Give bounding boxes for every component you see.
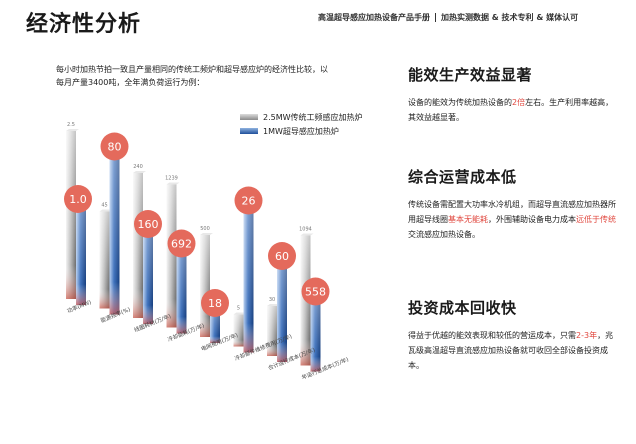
bar-superconducting-shade [109, 152, 120, 315]
bar-superconducting-shade [210, 309, 220, 343]
value-bubble [167, 229, 196, 258]
value-label-traditional: 2.5 [67, 122, 75, 128]
bar-superconducting-shade [143, 230, 153, 324]
bar-traditional-cap [99, 209, 113, 212]
value-label-traditional: 30 [269, 297, 275, 303]
section-title-operating-cost: 综合运营成本低 [408, 168, 517, 186]
section-efficiency: 能效生产效益显著 设备的能效为传统加热设备的2倍左右。生产利用率越高，其效益越显… [408, 64, 618, 125]
breadcrumb-topics: 加热实测数据 & 技术专利 & 媒体认可 [441, 13, 579, 22]
intro-line-2: 每月产量3400吨，全年满负荷运行为例： [56, 78, 205, 87]
value-label-superconducting: 160 [138, 218, 159, 231]
breadcrumb-manual: 高温超导感应加热设备产品手册 [318, 13, 430, 22]
value-bubble [268, 242, 296, 270]
value-label-traditional: 500 [200, 226, 210, 232]
legend-label-superconducting: 1MW超导感应加热炉 [263, 126, 339, 136]
section-body-efficiency: 设备的能效为传统加热设备的2倍左右。生产利用率越高，其效益越显著。 [408, 95, 618, 125]
bar-superconducting-shade [277, 262, 287, 362]
value-label-superconducting: 558 [305, 286, 326, 299]
header-breadcrumb: 高温超导感应加热设备产品手册 加热实测数据 & 技术专利 & 媒体认可 [318, 12, 578, 23]
bar-traditional-cap [233, 312, 247, 315]
value-bubble [301, 277, 330, 306]
bar-traditional-cap [166, 182, 180, 185]
bar-superconducting-shade [176, 249, 187, 334]
value-label-superconducting: 1.0 [69, 193, 87, 206]
chart-legend: 2.5MW传统工频感应加热炉 1MW超导感应加热炉 [240, 110, 363, 138]
value-label-superconducting: 18 [208, 297, 222, 310]
legend-label-traditional: 2.5MW传统工频感应加热炉 [263, 112, 363, 122]
value-label-traditional: 240 [133, 164, 143, 170]
page-title: 经济性分析 [26, 12, 142, 37]
value-label-superconducting: 80 [108, 141, 122, 154]
value-label-traditional: 1094 [299, 227, 312, 233]
section-body-payback: 得益于优越的能效表现和较低的营运成本，只需2-3年，兆瓦级高温超导直流感应加热设… [408, 328, 618, 373]
highlight-text: 远低于传统 [576, 215, 616, 224]
value-label-superconducting: 60 [275, 250, 289, 263]
value-label-superconducting: 692 [171, 238, 192, 251]
highlight-text: 2-3年 [576, 331, 598, 340]
chart-intro: 每小时加热节拍一致且产量相同的传统工频炉和超导感应炉的经济性比较，以 每月产量3… [56, 63, 376, 89]
bar-superconducting-shade [76, 201, 86, 305]
section-title-efficiency: 能效生产效益显著 [408, 66, 533, 84]
value-bubble [100, 132, 129, 161]
bar-traditional-shade [133, 173, 143, 318]
section-title-payback: 投资成本回收快 [408, 299, 517, 317]
text-span: ，外围辅助设备电力成本 [488, 215, 576, 224]
text-span: 设备的能效为传统加热设备的 [408, 98, 512, 107]
bar-superconducting-shade [243, 206, 254, 353]
text-span: 传统设备需配置大功率水冷机组，而超导直流感应加热器所用超导线圈 [408, 200, 616, 224]
highlight-text: 基本无能耗 [448, 215, 488, 224]
section-operating-cost: 综合运营成本低 传统设备需配置大功率水冷机组，而超导直流感应加热器所用超导线圈基… [408, 166, 618, 242]
legend-item-traditional: 2.5MW传统工频感应加热炉 [240, 110, 363, 124]
value-bubble [201, 289, 229, 317]
bar-traditional-shade [233, 314, 244, 347]
bar-traditional-cap [267, 304, 280, 306]
bar-superconducting-shade [310, 297, 321, 372]
value-bubble [234, 186, 263, 215]
bar-traditional-shade [66, 131, 76, 299]
section-payback: 投资成本回收快 得益于优越的能效表现和较低的营运成本，只需2-3年，兆瓦级高温超… [408, 297, 618, 373]
value-label-superconducting: 26 [242, 195, 256, 208]
bar-traditional-shade [166, 184, 177, 328]
text-span: 得益于优越的能效表现和较低的营运成本，只需 [408, 331, 576, 340]
value-bubble [134, 210, 162, 238]
bar-traditional-shade [200, 235, 210, 337]
breadcrumb-divider [435, 13, 436, 22]
intro-line-1: 每小时加热节拍一致且产量相同的传统工频炉和超导感应炉的经济性比较，以 [56, 65, 328, 74]
value-label-traditional: 5 [237, 306, 240, 312]
text-span: 左右。生产利用率越高，其效益越显著。 [408, 98, 614, 122]
bar-traditional-cap [66, 129, 79, 131]
bar-traditional-shade [267, 306, 277, 356]
text-span: ，兆瓦级高温超导直流感应加热设备就可收回全部设备投资成本。 [408, 331, 614, 370]
value-bubble [64, 185, 92, 213]
highlight-text: 2倍 [512, 98, 526, 107]
section-body-operating-cost: 传统设备需配置大功率水冷机组，而超导直流感应加热器所用超导线圈基本无能耗，外围辅… [408, 197, 618, 242]
text-span: 交流感应加热设备。 [408, 230, 480, 239]
bar-traditional-shade [99, 211, 110, 309]
legend-item-superconducting: 1MW超导感应加热炉 [240, 124, 363, 138]
value-label-traditional: 45 [101, 203, 107, 209]
bar-traditional-cap [200, 233, 213, 235]
value-label-traditional: 1239 [165, 176, 178, 182]
legend-swatch-gray [240, 114, 258, 120]
bar-traditional-cap [133, 171, 146, 173]
bar-traditional-cap [300, 233, 314, 236]
legend-swatch-blue [240, 128, 258, 134]
